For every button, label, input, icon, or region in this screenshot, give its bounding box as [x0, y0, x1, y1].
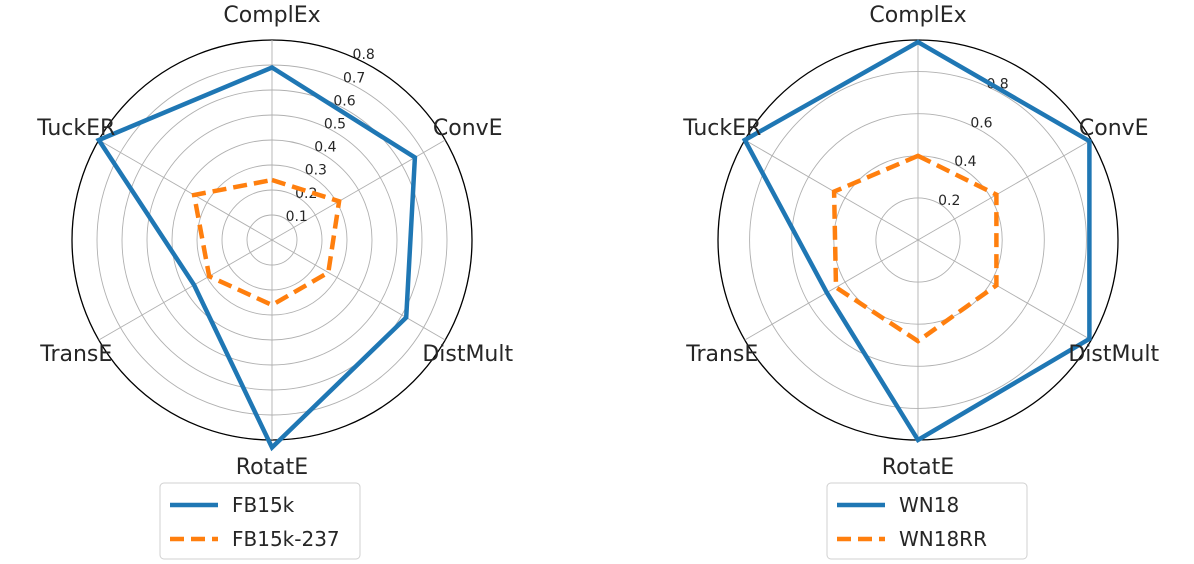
radial-tick-label: 0.3 — [305, 163, 327, 179]
series-line-2 — [191, 177, 342, 308]
axis-label: TuckER — [682, 116, 761, 141]
series-line-2 — [831, 153, 999, 344]
legend-label: FB15k-237 — [232, 527, 340, 551]
radial-tick-label: 0.6 — [333, 93, 355, 109]
axis-label: TransE — [39, 342, 112, 367]
radial-tick-label: 0.1 — [286, 209, 308, 225]
legend-label: WN18 — [899, 493, 959, 517]
legend-box — [159, 482, 361, 560]
axis-label: ConvE — [433, 116, 503, 141]
grid-spoke — [744, 239, 919, 341]
grid-spoke — [917, 239, 1092, 341]
series-line-1 — [95, 64, 418, 452]
axis-label: ComplEx — [869, 3, 966, 28]
grid-spoke — [744, 139, 919, 241]
radar-chart-1: 0.10.20.30.40.50.60.70.8ComplExConvEDist… — [36, 3, 513, 560]
radial-tick-label: 0.4 — [314, 140, 336, 156]
grid-spoke — [98, 139, 273, 241]
radial-tick-label: 0.4 — [954, 154, 976, 170]
legend-box — [826, 482, 1028, 560]
axis-label: RotatE — [882, 455, 954, 480]
axis-label: RotatE — [236, 455, 308, 480]
legend-label: WN18RR — [899, 527, 987, 551]
grid-spoke — [271, 239, 446, 341]
radial-tick-label: 0.6 — [970, 115, 992, 131]
legend: FB15k FB15k-237 — [159, 482, 361, 560]
grid-spoke — [917, 139, 1092, 241]
legend: WN18 WN18RR — [826, 482, 1028, 560]
axis-label: DistMult — [1068, 342, 1159, 367]
axis-label: TransE — [685, 342, 758, 367]
radial-tick-label: 0.8 — [353, 47, 375, 63]
series-line-1 — [741, 39, 1092, 444]
grid-spoke — [98, 239, 273, 341]
axis-label: ConvE — [1079, 116, 1149, 141]
radial-tick-label: 0.7 — [343, 70, 365, 86]
radial-tick-label: 0.8 — [986, 76, 1008, 92]
axis-label: DistMult — [422, 342, 513, 367]
radial-tick-label: 0.2 — [938, 193, 960, 209]
radar-chart-2: 0.2 0.4 0.6 0.8 ComplEx ConvE DistMult RotatE Tr… — [682, 3, 1159, 560]
radial-tick-label: 0.5 — [324, 117, 346, 133]
legend-label: FB15k — [232, 493, 295, 517]
axis-label: TuckER — [36, 116, 115, 141]
axis-label: ComplEx — [223, 3, 320, 28]
